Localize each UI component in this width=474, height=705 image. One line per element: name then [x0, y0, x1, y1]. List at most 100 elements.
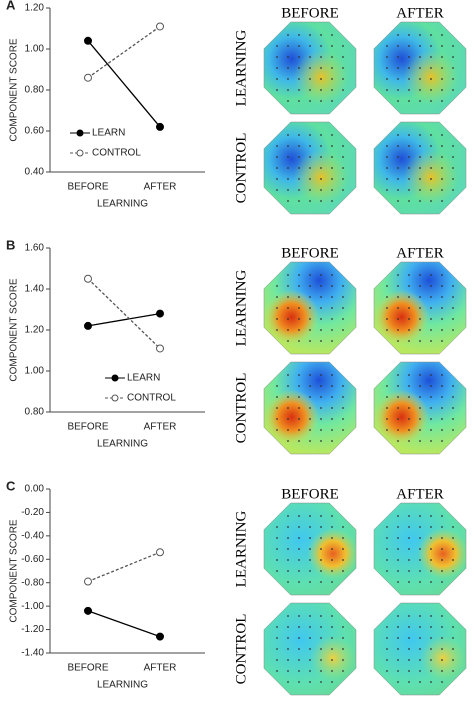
electrode	[419, 385, 421, 387]
electrode	[309, 418, 311, 420]
electrode	[441, 134, 443, 136]
electrode	[331, 340, 333, 342]
electrode	[331, 670, 333, 672]
electrode	[430, 537, 432, 539]
electrode	[386, 396, 388, 398]
electrode	[320, 537, 322, 539]
y-tick-label: 0.60	[25, 126, 45, 137]
electrode	[452, 296, 454, 298]
electrode	[287, 274, 289, 276]
electrode	[452, 626, 454, 628]
electrode	[441, 340, 443, 342]
electrode	[397, 418, 399, 420]
electrode	[397, 189, 399, 191]
topomap-column-label: AFTER	[396, 5, 444, 21]
electrode	[320, 89, 322, 91]
electrode	[408, 189, 410, 191]
y-tick-label: 1.40	[25, 284, 45, 295]
electrode	[430, 626, 432, 628]
electrode	[298, 526, 300, 528]
electrode	[309, 178, 311, 180]
electrode	[287, 570, 289, 572]
electrode	[452, 429, 454, 431]
electrode	[430, 648, 432, 650]
electrode	[320, 285, 322, 287]
electrode	[331, 318, 333, 320]
electrode	[441, 318, 443, 320]
y-tick-label: 0.00	[25, 484, 45, 495]
panel-letter: A	[6, 0, 16, 12]
electrode	[309, 559, 311, 561]
electrode	[397, 515, 399, 517]
electrode	[276, 637, 278, 639]
electrode	[331, 178, 333, 180]
electrode	[298, 559, 300, 561]
electrode	[331, 285, 333, 287]
electrode	[342, 537, 344, 539]
electrode	[441, 537, 443, 539]
point	[84, 577, 92, 586]
electrode	[430, 515, 432, 517]
electrode	[430, 67, 432, 69]
electrode	[408, 45, 410, 47]
electrode	[331, 274, 333, 276]
electrode	[452, 167, 454, 169]
electrode	[309, 670, 311, 672]
electrode	[397, 274, 399, 276]
topomap-column-label: BEFORE	[281, 5, 339, 21]
electrode	[320, 67, 322, 69]
electrode	[287, 559, 289, 561]
electrode	[430, 274, 432, 276]
electrode	[386, 145, 388, 147]
y-tick-label: -0.20	[21, 507, 44, 518]
electrode	[452, 67, 454, 69]
electrode	[386, 318, 388, 320]
electrode	[430, 385, 432, 387]
electrode	[397, 548, 399, 550]
electrode	[342, 318, 344, 320]
electrode	[320, 418, 322, 420]
electrode	[452, 307, 454, 309]
electrode	[397, 167, 399, 169]
electrode	[320, 340, 322, 342]
electrode	[309, 45, 311, 47]
y-tick-label: -0.60	[21, 554, 44, 565]
electrode	[441, 274, 443, 276]
electrode	[309, 274, 311, 276]
electrode	[386, 56, 388, 58]
electrode	[287, 681, 289, 683]
electrode	[298, 429, 300, 431]
electrode	[342, 626, 344, 628]
electrode	[430, 559, 432, 561]
electrode	[441, 615, 443, 617]
electrode	[386, 537, 388, 539]
electrode	[331, 548, 333, 550]
electrode	[287, 189, 289, 191]
electrode	[408, 615, 410, 617]
electrode	[452, 285, 454, 287]
electrode	[287, 340, 289, 342]
electrode	[287, 407, 289, 409]
electrode	[419, 374, 421, 376]
electrode	[441, 581, 443, 583]
electrode	[441, 670, 443, 672]
electrode	[309, 34, 311, 36]
electrode	[419, 307, 421, 309]
electrode	[441, 559, 443, 561]
electrode	[287, 34, 289, 36]
electrode	[309, 374, 311, 376]
electrode	[441, 637, 443, 639]
electrode	[320, 515, 322, 517]
electrode	[331, 189, 333, 191]
electrode	[287, 626, 289, 628]
electrode	[331, 56, 333, 58]
electrode	[298, 626, 300, 628]
electrode	[276, 407, 278, 409]
electrode	[408, 659, 410, 661]
electrode	[331, 429, 333, 431]
electrode	[397, 134, 399, 136]
electrode	[298, 581, 300, 583]
electrode	[331, 626, 333, 628]
legend-label: LEARN	[127, 373, 160, 384]
electrode	[276, 285, 278, 287]
